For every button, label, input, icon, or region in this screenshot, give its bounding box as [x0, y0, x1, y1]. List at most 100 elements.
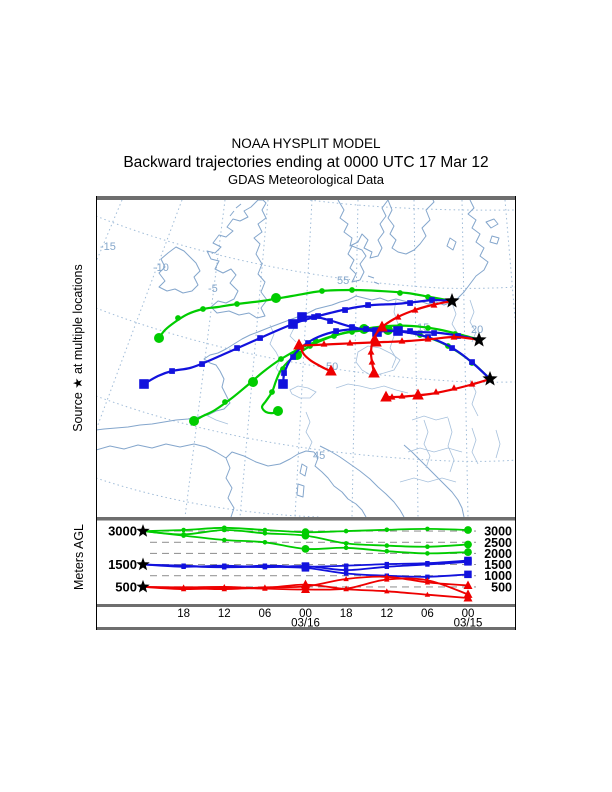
trajectory-marker-triangle [301, 579, 310, 589]
trajectory-marker-triangle [412, 388, 424, 400]
trajectory-marker-square [342, 307, 348, 313]
altitude-y-axis-label: Meters AGL [72, 524, 86, 590]
altitude-left-label: 1500 [108, 557, 137, 572]
trajectory-marker-square [464, 570, 472, 579]
trajectory-marker-square [281, 370, 287, 376]
altitude-right-label: 1000 [484, 569, 512, 583]
trajectory-marker-triangle [301, 584, 310, 593]
trajectory-marker-circle [262, 527, 268, 533]
plot-title: Backward trajectories ending at 0000 UTC… [123, 153, 489, 171]
trajectory-marker-circle [154, 333, 164, 343]
trajectory-marker-square [327, 318, 333, 324]
altitude-series [142, 525, 473, 602]
trajectory-marker-square [393, 326, 403, 336]
time-tick-label: 06 [259, 608, 272, 620]
trajectory-marker-circle [319, 288, 325, 294]
altitude-right-label: 500 [491, 580, 512, 594]
altitude-left-label: 500 [115, 579, 137, 594]
trajectory-marker-circle [278, 356, 284, 362]
trajectory-marker-triangle [463, 580, 473, 589]
trajectory-marker-triangle [368, 366, 380, 378]
trajectory-marker-circle [425, 526, 430, 532]
trajectory-marker-square [343, 563, 349, 568]
time-tick-label: 12 [380, 608, 393, 620]
trajectory-marker-triangle [430, 301, 438, 308]
trajectory-marker-circle [189, 416, 199, 426]
trajectory-marker-circle [271, 293, 281, 303]
grid-label: -5 [208, 283, 218, 295]
trajectory-marker-square [222, 565, 227, 570]
trajectory-marker-square [139, 379, 149, 389]
trajectory-marker-square [262, 564, 268, 569]
trajectory-marker-triangle [343, 576, 349, 582]
trajectory-marker-triangle [450, 384, 458, 391]
trajectory-marker-triangle [346, 339, 354, 346]
panel-frame [96, 517, 516, 630]
trajectory-marker-triangle [424, 577, 431, 583]
trajectory-marker-square [311, 314, 317, 320]
trajectory-marker-circle [269, 389, 275, 395]
grid-label: 20 [471, 324, 483, 336]
trajectory-marker-triangle [468, 380, 476, 387]
trajectory-marker-circle [234, 301, 240, 307]
trajectory-marker-triangle [384, 588, 390, 594]
trajectory-marker-circle [349, 287, 355, 293]
time-tick-label: 06 [421, 608, 434, 620]
altitude-right-label: 2000 [484, 547, 512, 561]
trajectory-marker-circle [343, 528, 349, 534]
time-tick-label: 12 [218, 608, 231, 620]
time-tick-label: 18 [340, 608, 353, 620]
trajectory-marker-square [199, 361, 205, 367]
trajectory-marker-square [384, 564, 389, 569]
trajectory-marker-triangle [368, 358, 376, 365]
trajectory-marker-square [469, 359, 475, 365]
trajectory-marker-triangle [398, 337, 406, 344]
trajectory-marker-circle [397, 290, 403, 296]
trajectory-map: -15-10-55550451520 [96, 196, 516, 517]
time-tick-label: 00 [299, 608, 312, 620]
trajectory-marker-circle [464, 548, 472, 556]
trajectory-marker-square [333, 328, 339, 334]
trajectory-marker-triangle [343, 586, 349, 592]
trajectory-marker-square [407, 300, 413, 306]
trajectory-marker-triangle [262, 585, 268, 591]
source-star-icon [444, 293, 460, 308]
trajectory-marker-triangle [221, 583, 227, 589]
grid-label: 45 [313, 450, 325, 462]
date-label: 03/16 [291, 618, 320, 630]
trajectory-marker-triangle [380, 390, 392, 402]
trajectory-marker-triangle [411, 306, 419, 313]
trajectory-marker-square [315, 313, 321, 319]
source-star-icon [482, 371, 498, 386]
trajectory-marker-square [449, 345, 455, 351]
date-label: 03/15 [454, 618, 483, 630]
start-altitude-star-icon [136, 524, 150, 537]
trajectory-marker-triangle [367, 348, 375, 355]
trajectory-marker-square [464, 558, 472, 566]
trajectory-marker-square [365, 302, 371, 308]
trajectory-path [369, 299, 454, 375]
trajectory-marker-square [257, 335, 263, 341]
trajectory-marker-circle [222, 527, 227, 533]
trajectory-marker-circle [273, 406, 283, 416]
map-frame [96, 196, 516, 517]
trajectory-marker-square [349, 324, 355, 330]
trajectory-marker-square [343, 567, 349, 573]
trajectory-marker-triangle [325, 364, 337, 376]
map-y-axis-label: Source ★ at multiple locations [71, 264, 85, 432]
trajectory-marker-circle [301, 531, 310, 540]
coastlines [97, 200, 500, 517]
trajectory-marker-square [301, 564, 310, 572]
trajectory-marker-circle [248, 377, 258, 387]
trajectory-path [142, 298, 454, 386]
grid-label: -15 [100, 241, 116, 253]
trajectory-marker-square [384, 561, 389, 567]
trajectory-marker-circle [425, 551, 430, 556]
trajectory-marker-circle [425, 544, 430, 549]
trajectory-marker-square [431, 330, 437, 336]
trajectory-path [281, 327, 492, 386]
title-block: NOAA HYSPLIT MODEL Backward trajectories… [0, 136, 612, 189]
